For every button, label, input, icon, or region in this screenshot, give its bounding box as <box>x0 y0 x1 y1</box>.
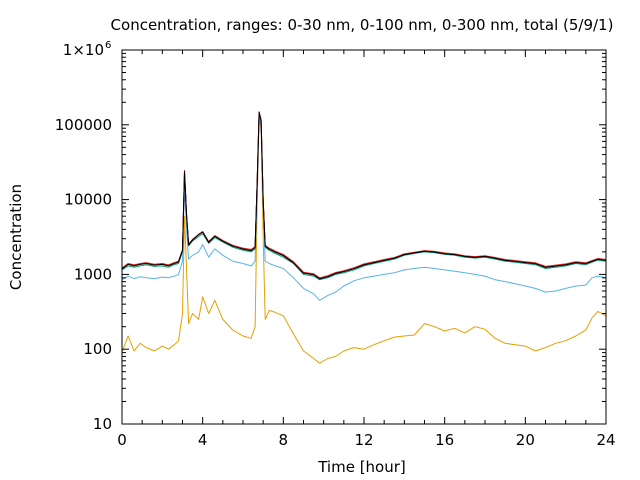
y-tick-label: 10 <box>93 415 112 433</box>
y-tick-label: 100 <box>83 340 112 358</box>
y-tick-label: 10000 <box>64 191 112 209</box>
x-tick-label: 8 <box>279 431 289 449</box>
x-tick-label: 20 <box>516 431 535 449</box>
plot-series <box>121 111 607 364</box>
series-line-2 <box>121 115 607 301</box>
chart-title: Concentration, ranges: 0-30 nm, 0-100 nm… <box>111 16 614 34</box>
y-tick-label-exponent: 6 <box>105 40 111 51</box>
series-line-3 <box>121 113 607 281</box>
y-axis: 10 100 1000 10000 100000 1×10 6 <box>55 40 606 433</box>
series-line-1 <box>121 118 607 364</box>
x-tick-label: 4 <box>198 431 208 449</box>
x-axis-title: Time [hour] <box>317 458 406 476</box>
y-tick-label: 1000 <box>74 265 112 283</box>
x-tick-label: 24 <box>596 431 615 449</box>
x-tick-label: 16 <box>435 431 454 449</box>
series-line-6 <box>121 112 607 280</box>
series-line-5 <box>121 111 607 279</box>
x-tick-label: 0 <box>117 431 127 449</box>
y-tick-label: 100000 <box>55 116 112 134</box>
y-tick-label: 1×10 <box>63 41 104 59</box>
x-axis: 0 4 8 12 16 20 24 <box>117 50 616 449</box>
y-axis-title: Concentration <box>7 184 25 290</box>
x-tick-label: 12 <box>354 431 373 449</box>
